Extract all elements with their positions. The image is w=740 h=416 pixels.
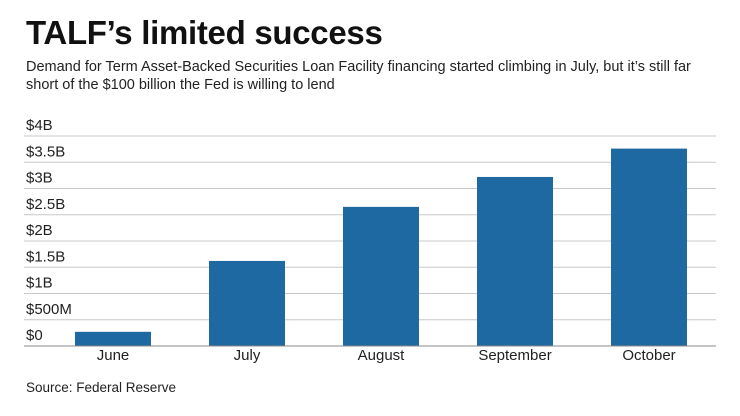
y-tick-label: $0 [26, 327, 43, 344]
bar [611, 148, 687, 346]
bar [343, 206, 419, 346]
chart-title: TALF’s limited success [26, 14, 383, 51]
bar [75, 331, 151, 346]
x-tick-label: October [622, 347, 675, 364]
y-tick-label: $2B [26, 222, 53, 239]
bar [477, 176, 553, 346]
y-tick-label: $1.5B [26, 248, 65, 265]
y-tick-label: $500M [26, 301, 72, 318]
x-tick-label: September [478, 347, 551, 364]
x-tick-label: June [97, 347, 130, 364]
y-tick-label: $1B [26, 275, 53, 292]
chart-subtitle: Demand for Term Asset-Backed Securities … [26, 59, 691, 93]
y-tick-label: $4B [26, 117, 53, 134]
x-tick-label: July [234, 347, 261, 364]
bar [209, 260, 285, 346]
x-tick-label: August [358, 347, 406, 364]
y-tick-label: $3B [26, 170, 53, 187]
source-note: Source: Federal Reserve [26, 380, 177, 395]
y-tick-label: $3.5B [26, 143, 65, 160]
y-tick-label: $2.5B [26, 196, 65, 213]
